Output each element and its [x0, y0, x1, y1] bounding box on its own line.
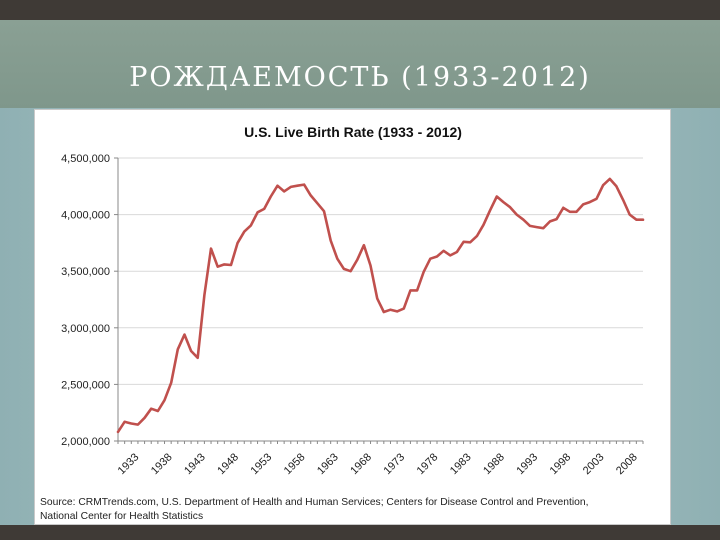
- x-tick-label: 1963: [315, 451, 341, 477]
- series-line-live-births: [116, 177, 645, 434]
- x-tick-label: 1998: [548, 451, 574, 477]
- top-band: [0, 0, 720, 20]
- bottom-band: [0, 525, 720, 540]
- x-tick-label: 1988: [481, 451, 507, 477]
- x-tick-label: 1938: [149, 451, 175, 477]
- slide-header: [0, 20, 720, 108]
- y-tick-label: 2,000,000: [61, 436, 110, 448]
- x-tick-label: 1953: [249, 451, 275, 477]
- x-tick-label: 1993: [514, 451, 540, 477]
- x-tick-label: 1948: [215, 451, 241, 477]
- y-tick-label: 3,500,000: [61, 266, 110, 278]
- chart-figure: U.S. Live Birth Rate (1933 - 2012) 2,000…: [34, 109, 671, 525]
- birth-rate-chart: U.S. Live Birth Rate (1933 - 2012) 2,000…: [61, 124, 645, 477]
- source-line-2: National Center for Health Statistics: [40, 511, 204, 522]
- x-tick-label: 2008: [614, 451, 640, 477]
- x-tick-label: 1983: [448, 451, 474, 477]
- x-tick-label: 1968: [348, 451, 374, 477]
- y-tick-label: 4,000,000: [61, 210, 110, 222]
- x-tick-label: 1933: [116, 451, 142, 477]
- source-note: Source: CRMTrends.com, U.S. Department o…: [40, 496, 665, 524]
- slide-title: РОЖДАЕМОСТЬ (1933-2012): [129, 62, 591, 93]
- x-tick-label: 1973: [381, 451, 407, 477]
- x-tick-label: 2003: [581, 451, 607, 477]
- y-tick-label: 2,500,000: [61, 379, 110, 391]
- x-tick-label: 1958: [282, 451, 308, 477]
- y-tick-label: 3,000,000: [61, 323, 110, 335]
- x-tick-label: 1978: [415, 451, 441, 477]
- source-line-1: Source: CRMTrends.com, U.S. Department o…: [40, 497, 589, 508]
- chart-title: U.S. Live Birth Rate (1933 - 2012): [244, 124, 462, 140]
- y-tick-label: 4,500,000: [61, 153, 110, 165]
- x-tick-label: 1943: [182, 451, 208, 477]
